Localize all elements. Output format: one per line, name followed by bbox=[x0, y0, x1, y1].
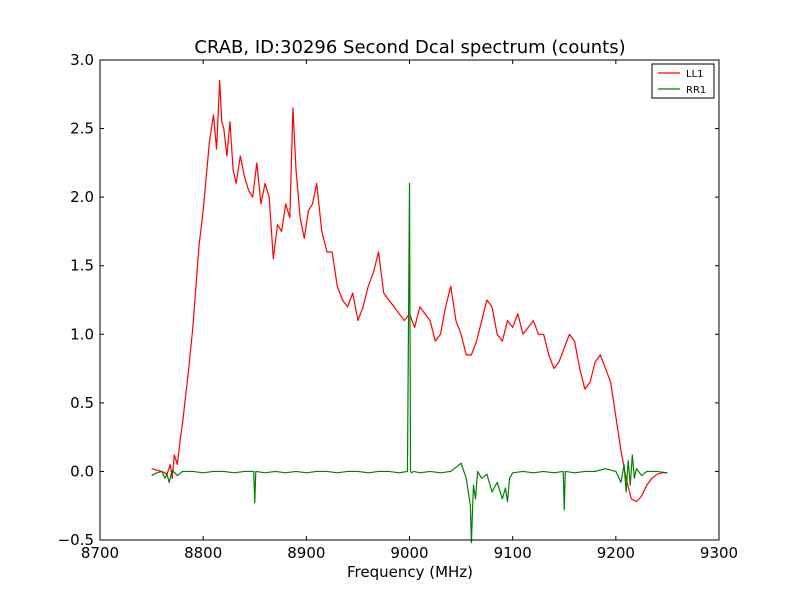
y-tick-label: 2.5 bbox=[70, 120, 94, 138]
y-tick-label: 2.0 bbox=[70, 188, 94, 206]
y-tick-label: 1.0 bbox=[70, 325, 94, 343]
x-tick-label: 8700 bbox=[81, 544, 119, 562]
legend-label-ll1: LL1 bbox=[686, 69, 704, 80]
x-tick-label: 9000 bbox=[390, 544, 428, 562]
series-line-ll1 bbox=[151, 79, 668, 503]
x-tick-label: 9300 bbox=[700, 544, 738, 562]
y-tick-label: 1.5 bbox=[70, 257, 94, 275]
y-tick-label: 3.0 bbox=[70, 51, 94, 69]
legend: LL1 RR1 bbox=[651, 63, 715, 99]
legend-label-rr1: RR1 bbox=[686, 85, 706, 96]
x-tick-label: 8800 bbox=[184, 544, 222, 562]
y-tick-label: 0.0 bbox=[70, 462, 94, 480]
x-tick-label: 8900 bbox=[287, 544, 325, 562]
legend-box bbox=[651, 63, 715, 99]
x-axis-label: Frequency (MHz) bbox=[347, 563, 473, 581]
x-tick-label: 9100 bbox=[494, 544, 532, 562]
y-tick-label: −0.5 bbox=[58, 531, 94, 549]
chart-title: CRAB, ID:30296 Second Dcal spectrum (cou… bbox=[194, 37, 625, 58]
series-line-rr1 bbox=[151, 182, 668, 544]
x-tick-label: 9200 bbox=[597, 544, 635, 562]
ticks-group: 8700 8800 8900 9000 9100 9200 9300 −0.5 0.0 0.5 1.… bbox=[58, 51, 739, 562]
plot-area bbox=[151, 79, 668, 544]
y-tick-label: 0.5 bbox=[70, 394, 94, 412]
